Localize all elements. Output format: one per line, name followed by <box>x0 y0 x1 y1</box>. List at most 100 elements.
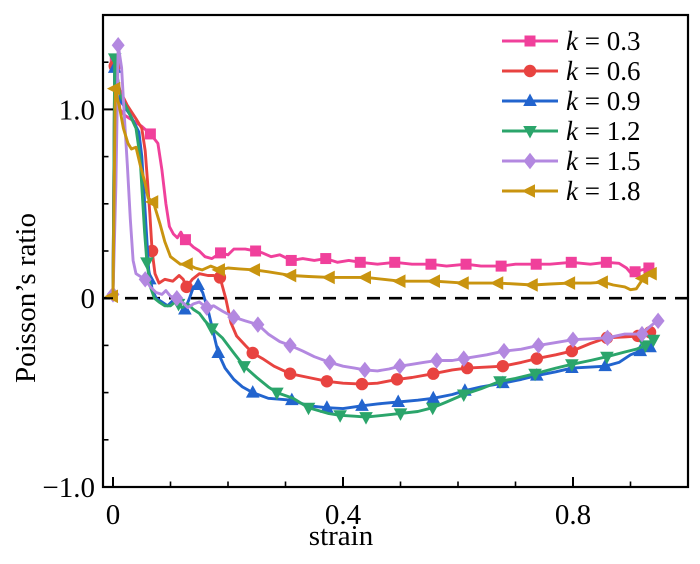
series-marker-k-0.6 <box>355 377 369 391</box>
series-marker-k-1.8 <box>489 276 504 290</box>
legend-item-k-0.9: k = 0.9 <box>500 86 640 116</box>
series-marker-k-1.8 <box>104 289 119 304</box>
legend-item-k-1.5: k = 1.5 <box>500 146 640 176</box>
series-marker-k-1.2 <box>528 368 542 382</box>
series-marker-k-0.6 <box>246 346 259 360</box>
series-marker-k-1.5 <box>251 316 265 333</box>
series-marker-k-1.8 <box>524 278 538 292</box>
series-marker-k-0.3 <box>144 128 156 140</box>
series-marker-k-1.5 <box>138 271 152 288</box>
y-tick-label: −1.0 <box>42 472 95 504</box>
series-marker-k-0.6 <box>530 352 543 365</box>
series-marker-k-1.2 <box>393 408 408 421</box>
legend-marker-k-1.2 <box>502 126 558 139</box>
series-marker-k-1.2 <box>140 257 154 270</box>
series-marker-k-0.3 <box>600 256 612 268</box>
legend-label-k-0.6: k = 0.6 <box>566 55 641 86</box>
series-marker-k-1.8 <box>282 268 297 283</box>
series-marker-k-0.3 <box>425 258 437 270</box>
series-marker-k-1.2 <box>333 410 347 423</box>
series-marker-k-1.5 <box>393 357 407 375</box>
series-marker-k-1.2 <box>646 334 661 348</box>
series-marker-k-1.2 <box>456 389 471 402</box>
series-marker-k-1.5 <box>651 312 665 330</box>
x-tick-label: 0.8 <box>555 499 591 531</box>
series-marker-k-1.8 <box>211 263 225 277</box>
series-marker-k-1.2 <box>205 323 219 336</box>
series-marker-k-1.5 <box>283 337 297 354</box>
legend: k = 0.3 k = 0.6 k = 0.9 k = 1.2 k = 1.5 k = 1… <box>500 26 640 206</box>
series-marker-k-1.5 <box>566 331 580 348</box>
x-tick-label: 0 <box>106 499 121 531</box>
series-marker-k-0.6 <box>496 359 510 373</box>
series-marker-k-1.8 <box>246 263 261 277</box>
legend-label-k-1.8: k = 1.8 <box>566 175 641 206</box>
x-axis-title: strain <box>308 520 374 552</box>
series-marker-k-0.3 <box>215 247 227 259</box>
series-marker-k-0.9 <box>211 345 226 358</box>
series-marker-k-1.5 <box>323 354 337 371</box>
series-line-k-1.2 <box>111 56 655 419</box>
series-marker-k-0.3 <box>495 260 507 272</box>
series-marker-k-1.8 <box>392 274 406 289</box>
series-marker-k-0.3 <box>179 234 191 246</box>
series-marker-k-0.6 <box>320 375 334 388</box>
series-marker-k-0.3 <box>530 258 542 270</box>
series-marker-k-0.9 <box>355 398 369 411</box>
series-marker-k-1.5 <box>532 337 546 354</box>
series-marker-k-1.2 <box>301 402 316 416</box>
series-marker-k-1.2 <box>359 412 373 425</box>
series-marker-k-1.2 <box>638 340 653 353</box>
series-marker-k-1.5 <box>358 361 372 379</box>
series-marker-k-1.8 <box>357 270 372 285</box>
legend-label-k-0.9: k = 0.9 <box>566 85 641 116</box>
y-tick-label: 0 <box>81 283 96 315</box>
series-line-k-0.6 <box>111 64 652 386</box>
series-marker-k-0.9 <box>245 385 260 398</box>
series-marker-k-0.9 <box>598 358 613 372</box>
x-tick-label: 0.4 <box>325 499 362 531</box>
legend-item-k-0.3: k = 0.3 <box>500 26 640 56</box>
series-marker-k-1.8 <box>426 274 441 289</box>
series-marker-k-1.8 <box>594 275 608 289</box>
legend-marker-k-1.5 <box>502 152 558 170</box>
series-marker-k-0.3 <box>320 253 332 265</box>
series-marker-k-0.9 <box>391 394 406 408</box>
series-marker-k-1.5 <box>497 342 511 360</box>
series-marker-k-1.5 <box>430 352 444 369</box>
series-marker-k-1.8 <box>643 266 657 281</box>
series-marker-k-0.9 <box>191 277 205 290</box>
series-marker-k-1.2 <box>565 359 579 372</box>
legend-label-k-1.5: k = 1.5 <box>566 145 641 176</box>
legend-marker-k-0.9 <box>502 93 558 106</box>
series-marker-k-0.6 <box>565 344 579 358</box>
series-marker-k-1.5 <box>457 350 471 367</box>
series-marker-k-1.8 <box>144 195 159 209</box>
y-tick-label: 1.0 <box>59 94 95 126</box>
legend-item-k-1.8: k = 1.8 <box>500 176 640 206</box>
legend-marker-k-1.8 <box>502 184 558 198</box>
series-marker-k-0.9 <box>178 302 192 315</box>
series-marker-k-0.3 <box>389 256 401 268</box>
series-marker-k-0.3 <box>354 256 366 268</box>
series-marker-k-0.6 <box>283 367 297 380</box>
series-marker-k-1.8 <box>179 257 193 272</box>
series-marker-k-0.9 <box>426 390 441 404</box>
series-marker-k-0.6 <box>427 367 440 380</box>
legend-marker-k-0.6 <box>502 64 558 78</box>
series-marker-k-1.5 <box>200 299 214 316</box>
series-marker-k-1.5 <box>227 308 241 326</box>
series-marker-k-1.5 <box>635 325 649 343</box>
series-marker-k-0.6 <box>180 280 193 294</box>
legend-item-k-1.2: k = 1.2 <box>500 116 640 146</box>
series-marker-k-1.8 <box>106 81 121 96</box>
series-marker-k-1.2 <box>425 402 440 416</box>
series-marker-k-0.3 <box>565 256 577 268</box>
series-marker-k-0.9 <box>320 400 334 413</box>
series-marker-k-1.5 <box>111 37 125 54</box>
series-line-k-0.3 <box>111 60 651 296</box>
series-marker-k-1.8 <box>455 276 469 290</box>
series-marker-k-0.6 <box>390 373 404 386</box>
series-marker-k-1.5 <box>601 329 615 347</box>
